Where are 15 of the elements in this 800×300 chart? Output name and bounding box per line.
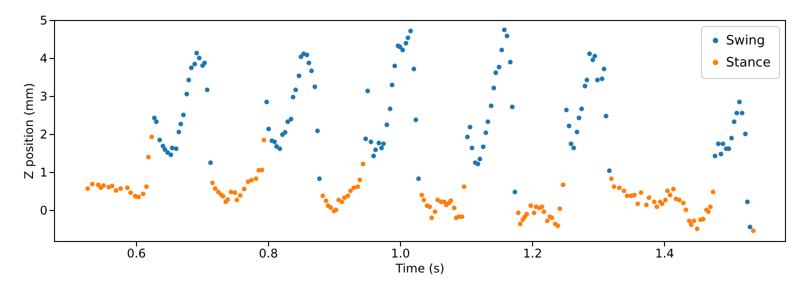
y-tick-label: 3 [40, 89, 48, 104]
y-tick-label: 4 [40, 51, 48, 66]
legend-label: Stance [726, 56, 771, 70]
x-axis-title: Time (s) [394, 262, 444, 276]
y-tick-label: 2 [40, 127, 48, 142]
y-tick-label: 5 [40, 14, 48, 28]
x-tick-label: 0.8 [258, 246, 278, 260]
x-tick-label: 1.4 [655, 246, 674, 260]
x-tick-label: 1.2 [523, 246, 542, 260]
y-axis-title: Z position (mm) [22, 82, 36, 180]
y-tick-label: 0 [40, 203, 48, 218]
x-tick-label: 0.6 [126, 246, 146, 260]
y-tick-label: 1 [40, 165, 48, 180]
x-tick-label: 1.0 [390, 246, 410, 260]
legend-label: Swing [726, 34, 765, 48]
